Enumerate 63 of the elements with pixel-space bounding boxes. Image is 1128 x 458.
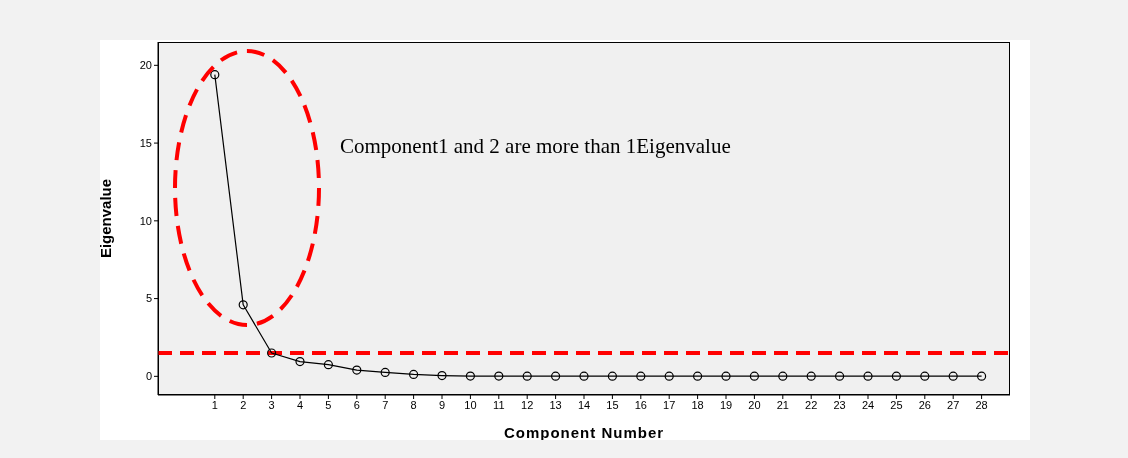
x-tick-label: 3 [268, 398, 275, 411]
point [238, 300, 248, 310]
point [891, 371, 901, 381]
point [806, 371, 816, 381]
x-tick-label: 19 [719, 398, 733, 411]
x-tick-label: 9 [438, 398, 446, 411]
point [352, 365, 362, 375]
x-tick-label: 14 [577, 398, 591, 411]
point [409, 369, 419, 380]
x-tick-label: 7 [382, 398, 389, 411]
point [380, 367, 390, 378]
x-tick-label: 23 [833, 398, 846, 411]
x-tick-label: 13 [549, 398, 562, 411]
point [323, 360, 333, 370]
point [437, 370, 447, 381]
point [579, 371, 589, 381]
annotation: Component1 and 2 are more than 1Eigenvalue [340, 134, 731, 159]
point [210, 70, 220, 80]
point [295, 356, 305, 367]
x-tick-label: 17 [663, 398, 676, 411]
point [749, 371, 759, 381]
x-tick-label: 11 [493, 398, 505, 411]
x-tick-label: 27 [947, 398, 960, 411]
y-tick-label: 0 [145, 370, 152, 383]
point [551, 371, 561, 381]
point [977, 371, 987, 381]
point [863, 371, 873, 381]
point [522, 371, 532, 381]
x-tick-label: 28 [975, 398, 988, 411]
point [721, 371, 731, 381]
y-tick-label: 15 [139, 136, 152, 149]
x-tick-label: 1 [211, 398, 218, 411]
x-tick-label: 16 [634, 398, 647, 411]
point [835, 371, 845, 381]
x-tick-label: 6 [353, 398, 360, 411]
x-tick-label: 15 [606, 398, 619, 411]
x-tick-label: 24 [861, 398, 875, 411]
point [693, 371, 703, 381]
x-tick-label: 8 [410, 398, 417, 411]
x-tick-label: 21 [776, 398, 789, 411]
point [920, 371, 930, 381]
x-tick-label: 18 [691, 398, 704, 411]
point [267, 348, 277, 358]
point [948, 371, 958, 381]
y-tick-label: 10 [139, 214, 152, 227]
point [465, 371, 475, 381]
y-axis-title: Eigenvalue [97, 178, 115, 259]
x-tick-label: 4 [296, 398, 304, 411]
x-tick-label: 5 [325, 398, 332, 411]
x-tick-label: 10 [464, 398, 477, 411]
x-tick-label: 26 [918, 398, 931, 411]
x-tick-label: 2 [240, 398, 247, 411]
x-tick-label: 12 [521, 398, 534, 411]
y-tick-label: 5 [145, 292, 152, 305]
point [494, 371, 504, 381]
x-tick-label: 22 [805, 398, 818, 411]
x-tick-label: 25 [890, 398, 903, 411]
point [607, 371, 617, 381]
x-tick-label: 20 [748, 398, 761, 411]
point [636, 371, 646, 381]
y-tick-label: 20 [139, 59, 152, 72]
point [664, 371, 674, 381]
point [778, 371, 788, 381]
